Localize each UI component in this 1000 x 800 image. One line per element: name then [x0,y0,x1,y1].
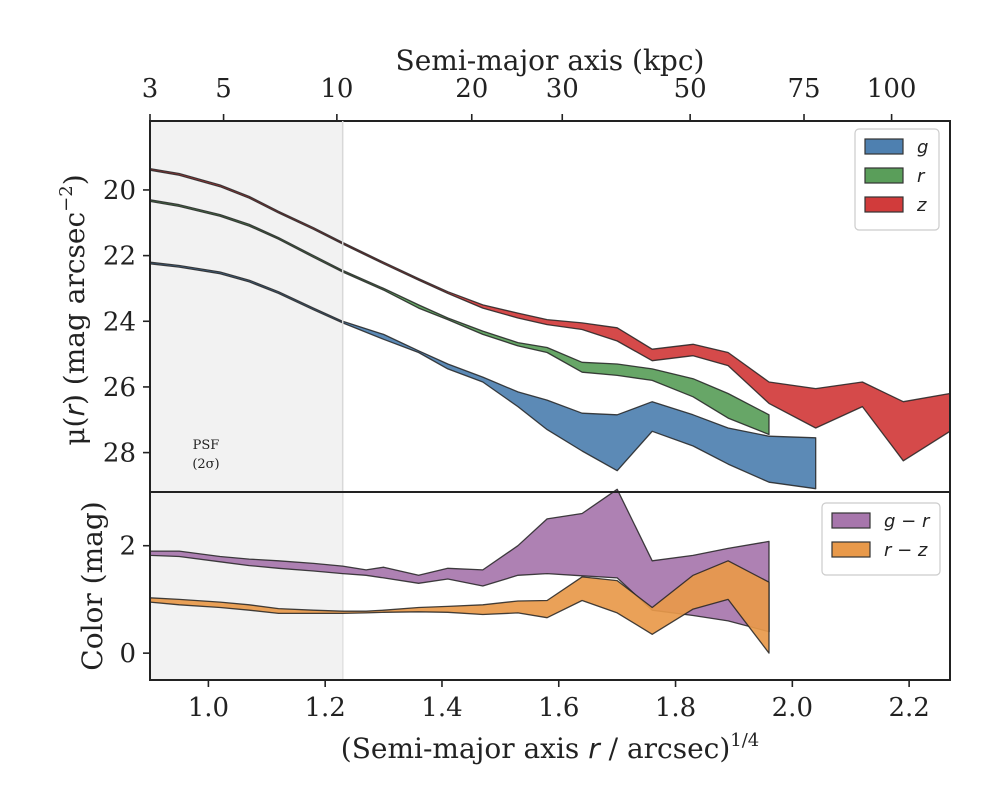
psf-label-line1: PSF [193,438,220,453]
psf-label-line2: (2σ) [192,457,219,472]
y-tick-label: 26 [103,373,136,403]
top-tick-label: 5 [215,74,232,104]
legend-label: g [917,137,928,158]
x-tick-label: 1.6 [538,693,579,723]
legend-swatch [831,541,871,558]
x-tick-label: 1.4 [421,693,462,723]
x-axis-label: (Semi-major axis r / arcsec)1/4 [341,730,759,765]
legend-label: r − z [884,540,928,561]
top-tick-label: 10 [320,74,353,104]
band-r [149,199,770,436]
top-tick-label: 20 [455,74,488,104]
legend-swatch [864,196,904,213]
y-tick-label: 28 [103,439,136,469]
y-tick-label: 24 [103,307,136,337]
x-tick-label: 1.2 [305,693,346,723]
color-y-axis-label: Color (mag) [76,501,109,670]
color-panel: 02 g − rr − z [119,488,951,681]
x-tick-label: 2.2 [888,693,929,723]
band-rz [149,560,770,654]
color-y-tick-label: 0 [119,639,136,669]
color-bands [149,488,770,654]
legend-label: r [917,166,926,187]
x-axis-ticks: 1.0 1.2 1.4 1.6 1.8 2.0 2.2 [188,680,930,723]
x-tick-label: 1.0 [188,693,229,723]
band-g [149,261,817,490]
top-tick-label: 30 [546,74,579,104]
y-axis-ticks: 20 22 24 26 28 [103,176,150,469]
color-panel-frame [149,491,951,681]
top-axis-label: Semi-major axis (kpc) [396,44,705,77]
x-tick-label: 2.0 [772,693,813,723]
top-tick-label: 50 [674,74,707,104]
legend-swatch [864,167,904,184]
color-y-axis-ticks: 02 [119,532,150,669]
top-tick-label: 3 [142,74,159,104]
legend-swatch [864,138,904,155]
color-y-tick-label: 2 [119,532,136,562]
legend-swatch [831,512,871,529]
y-tick-label: 22 [103,242,136,272]
top-axis-ticks: 3 5 10 20 30 50 75 100 [142,74,917,121]
legend-profiles: grz [854,128,940,231]
top-tick-label: 100 [867,74,917,104]
legend-label: z [916,195,927,216]
legend-label: g − r [884,511,931,532]
x-tick-label: 1.8 [655,693,696,723]
y-axis-label: μ(r) (mag arcsec−2) [56,174,91,445]
y-tick-label: 20 [103,176,136,206]
psf-region [150,121,343,492]
psf-region-color [150,492,343,680]
top-tick-label: 75 [787,74,820,104]
legend-colors: g − r r − z [821,502,941,576]
